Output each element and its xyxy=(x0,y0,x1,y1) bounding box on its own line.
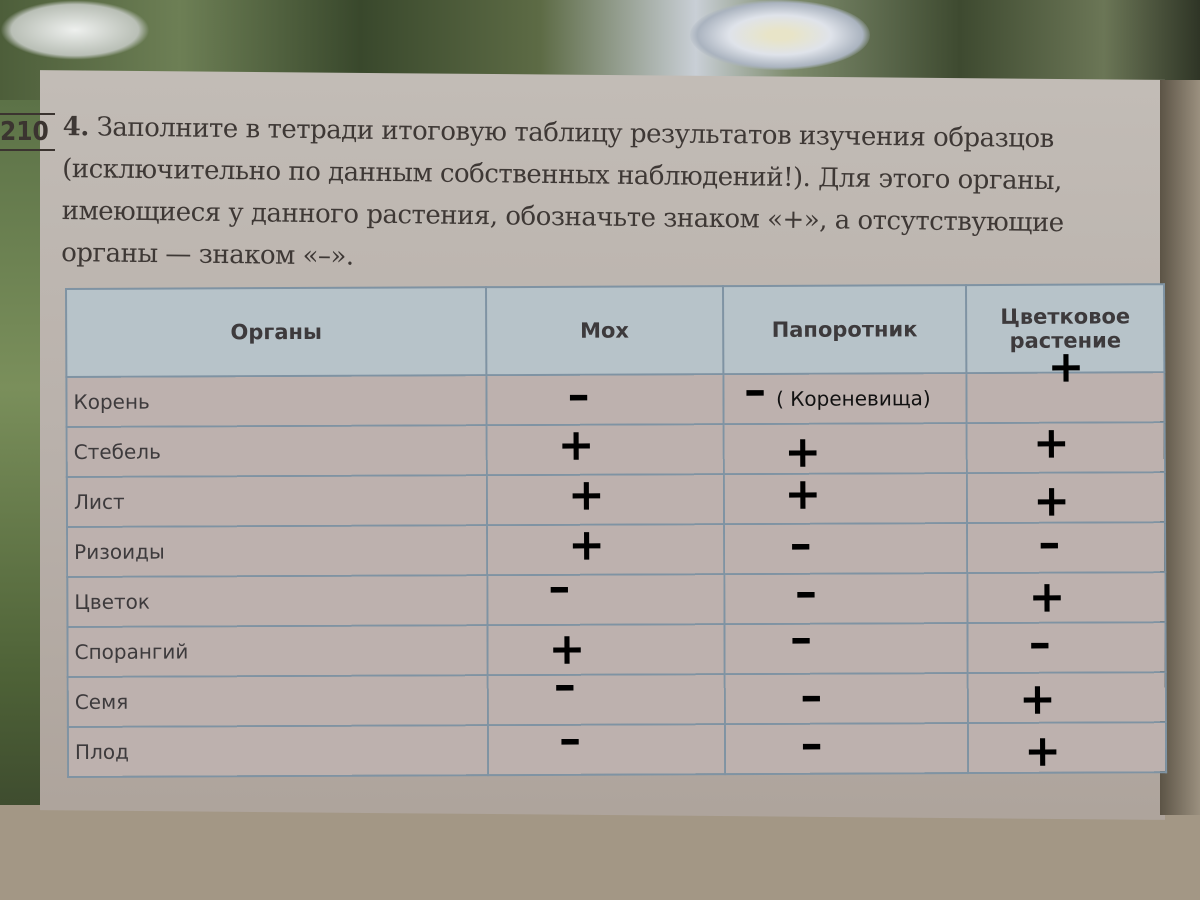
page-number: 210 xyxy=(0,113,55,151)
organ-name: Ризоиды xyxy=(67,525,488,577)
minus-mark: – xyxy=(800,670,823,722)
minus-mark: – xyxy=(800,718,823,770)
organ-name: Стебель xyxy=(66,425,487,477)
table-row: Корень – –( Кореневища) + xyxy=(66,342,1165,427)
task-number: 4. xyxy=(62,111,90,143)
plus-mark: + xyxy=(567,469,605,521)
minus-mark: – xyxy=(1028,617,1051,669)
header-organs: Органы xyxy=(66,287,487,377)
mark-cell: – xyxy=(724,670,969,725)
minus-mark: – xyxy=(1038,517,1061,569)
mark-cell: + xyxy=(723,468,968,525)
minus-mark: – xyxy=(794,566,817,618)
minus-mark: – xyxy=(743,364,767,417)
task-text: 4. Заполните в тетради итоговую таблицу … xyxy=(61,106,1153,287)
mark-cell: – xyxy=(724,613,968,675)
flower-image xyxy=(0,0,150,60)
mark-cell: + xyxy=(486,419,724,476)
mark-cell: + xyxy=(487,624,725,676)
minus-mark: – xyxy=(548,561,571,613)
mark-cell: – xyxy=(723,566,968,625)
mark-cell: – xyxy=(487,714,725,776)
table-row: Спорангий + – – xyxy=(67,613,1166,677)
minus-mark: – xyxy=(567,369,590,421)
mark-cell: + xyxy=(723,423,968,478)
table-row: Семя – – + xyxy=(67,660,1166,727)
table-row: Ризоиды + – – xyxy=(67,517,1166,577)
mark-cell: + xyxy=(967,571,1166,624)
mark-cell: –( Кореневища) xyxy=(722,365,967,425)
mark-cell: – xyxy=(487,660,725,726)
plus-mark: + xyxy=(1024,725,1062,777)
organ-name: Цветок xyxy=(67,575,488,627)
table-row: Цветок – – + xyxy=(67,562,1166,627)
organ-name: Семя xyxy=(67,675,488,727)
organ-name: Корень xyxy=(66,375,487,427)
organ-name: Плод xyxy=(67,725,489,777)
mark-cell: + xyxy=(967,472,1166,527)
minus-mark: – xyxy=(789,612,813,664)
organ-name: Лист xyxy=(66,475,488,527)
plus-mark: + xyxy=(568,519,606,571)
minus-mark: – xyxy=(558,713,582,765)
minus-mark: – xyxy=(789,518,812,570)
plus-mark: + xyxy=(784,468,822,520)
mark-cell: – xyxy=(967,517,1166,574)
organs-table: Органы Мох Папоротник Цветковое растение… xyxy=(65,283,1167,778)
mark-cell: – xyxy=(967,617,1166,674)
table-row: Плод – – + xyxy=(67,714,1167,777)
mark-cell: + xyxy=(968,722,1167,777)
page-edge xyxy=(1160,80,1200,815)
plus-mark: + xyxy=(1047,341,1085,393)
plus-mark: + xyxy=(1028,571,1066,623)
mark-cell: – xyxy=(487,562,725,626)
header-fern: Папоротник xyxy=(722,285,967,375)
header-moss: Мох xyxy=(486,286,723,376)
mark-cell: + xyxy=(487,519,724,576)
mark-cell: – xyxy=(723,518,968,575)
rhizome-note: ( Кореневища) xyxy=(775,386,931,411)
water-lily-image xyxy=(690,0,870,70)
minus-mark: – xyxy=(553,659,576,711)
plus-mark: + xyxy=(1032,417,1070,469)
mark-cell: + xyxy=(966,417,1165,474)
task-body: Заполните в тетради итоговую таблицу рез… xyxy=(61,112,1064,272)
mark-cell: + xyxy=(966,342,1165,424)
table-row: Стебель + + + xyxy=(66,417,1165,478)
plus-mark: + xyxy=(557,419,595,471)
plus-mark: + xyxy=(1018,673,1056,725)
next-page xyxy=(0,805,1200,900)
mark-cell: – xyxy=(724,718,969,775)
table-header-row: Органы Мох Папоротник Цветковое растение xyxy=(66,284,1165,377)
mark-cell: – xyxy=(486,369,724,426)
table-row: Лист + + + xyxy=(66,468,1166,527)
organ-name: Спорангий xyxy=(67,625,488,677)
mark-cell: + xyxy=(486,469,724,526)
mark-cell: + xyxy=(967,672,1166,725)
